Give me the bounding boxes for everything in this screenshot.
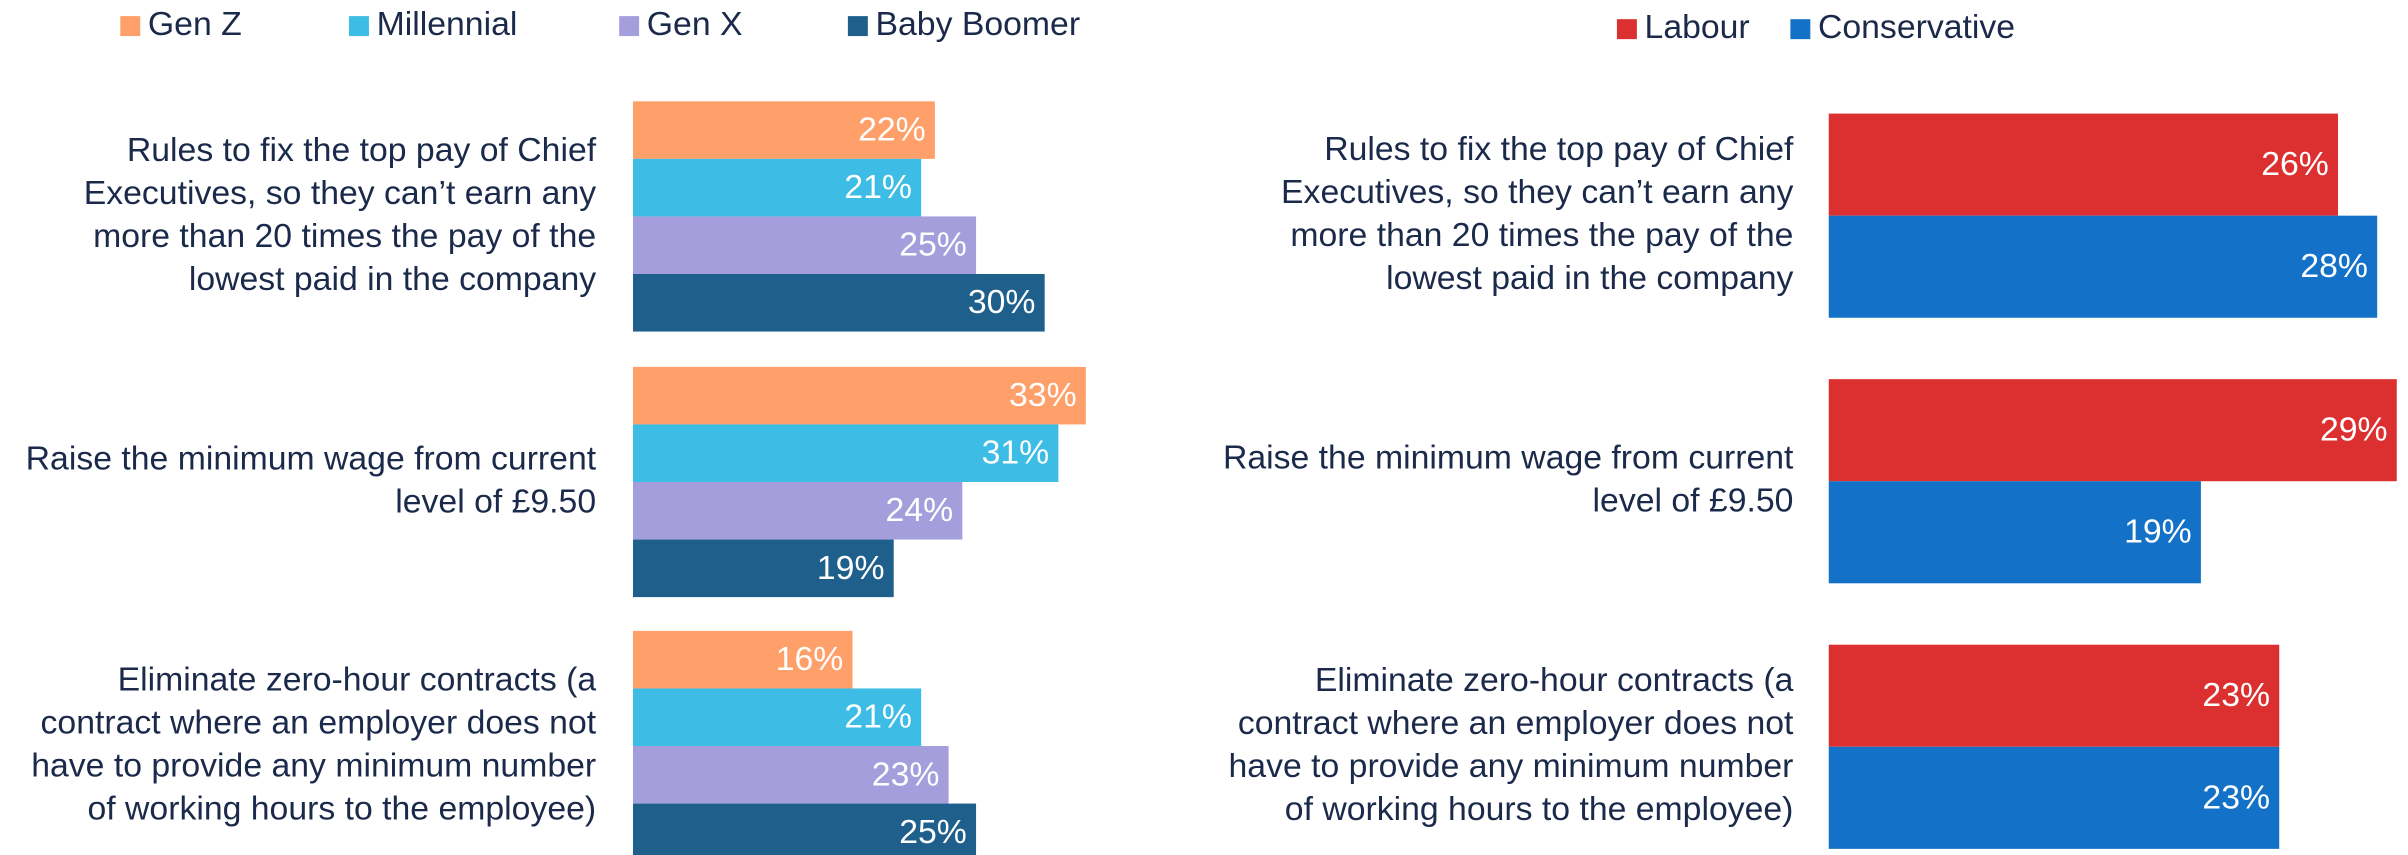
bar xyxy=(632,366,1086,425)
category-label: Raise the minimum wage from current xyxy=(1223,439,1794,477)
value-label: 24% xyxy=(886,491,954,529)
value-label: 21% xyxy=(844,168,912,206)
legend-swatch xyxy=(1616,19,1637,40)
legend-label: Gen X xyxy=(647,5,743,43)
bar xyxy=(1828,481,2201,584)
legend-swatch xyxy=(120,16,141,37)
value-label: 22% xyxy=(858,111,926,149)
category-label: level of £9.50 xyxy=(395,482,596,520)
value-label: 19% xyxy=(2124,513,2192,551)
bar xyxy=(632,539,894,598)
bar xyxy=(632,158,922,217)
legend-swatch xyxy=(1790,19,1811,40)
value-label: 33% xyxy=(1009,376,1077,414)
value-label: 26% xyxy=(2261,145,2329,183)
category-label: of working hours to the employee) xyxy=(1285,790,1794,828)
legend-label: Conservative xyxy=(1818,8,2015,46)
bar xyxy=(632,424,1059,482)
bar xyxy=(632,630,853,689)
category-label: Raise the minimum wage from current xyxy=(26,439,597,477)
category-label: Eliminate zero-hour contracts (a xyxy=(1315,661,1794,699)
category-label: more than 20 times the pay of the xyxy=(93,217,596,255)
bar xyxy=(632,803,977,855)
value-label: 30% xyxy=(968,283,1036,321)
value-label: 23% xyxy=(2202,676,2270,714)
value-label: 25% xyxy=(899,813,967,851)
category-label: have to provide any minimum number xyxy=(31,746,596,784)
value-label: 25% xyxy=(899,226,967,264)
value-label: 19% xyxy=(817,549,885,587)
bar xyxy=(1828,746,2280,849)
value-label: 21% xyxy=(844,698,912,736)
bar xyxy=(1828,644,2280,747)
bar xyxy=(632,746,949,804)
value-label: 28% xyxy=(2300,247,2368,285)
value-label: 23% xyxy=(872,755,940,793)
bar xyxy=(632,273,1045,332)
legend-label: Baby Boomer xyxy=(876,5,1081,43)
value-label: 29% xyxy=(2320,411,2388,449)
category-label: contract where an employer does not xyxy=(41,703,597,741)
value-label: 16% xyxy=(776,640,844,678)
bar xyxy=(632,688,922,747)
category-label: Executives, so they can’t earn any xyxy=(84,174,597,212)
bar xyxy=(1828,379,2397,482)
bar xyxy=(1828,113,2339,216)
legend-swatch xyxy=(847,16,868,37)
category-label: level of £9.50 xyxy=(1593,482,1794,520)
bar xyxy=(1828,215,2378,318)
category-label: have to provide any minimum number xyxy=(1229,747,1794,785)
value-label: 31% xyxy=(982,434,1050,472)
category-label: contract where an employer does not xyxy=(1238,704,1794,742)
category-label: lowest paid in the company xyxy=(189,260,596,298)
bar xyxy=(632,101,935,159)
category-label: lowest paid in the company xyxy=(1386,259,1793,297)
category-label: Eliminate zero-hour contracts (a xyxy=(118,660,597,698)
category-label: Rules to fix the top pay of Chief xyxy=(127,131,597,169)
bar xyxy=(632,481,963,540)
legend-label: Millennial xyxy=(377,5,518,43)
legend-label: Labour xyxy=(1645,8,1750,46)
legend-label: Gen Z xyxy=(148,5,242,43)
category-label: of working hours to the employee) xyxy=(87,789,596,827)
legend-swatch xyxy=(619,16,640,37)
legend-swatch xyxy=(349,16,369,37)
category-label: Rules to fix the top pay of Chief xyxy=(1324,130,1794,168)
value-label: 23% xyxy=(2202,778,2270,816)
bar xyxy=(632,216,977,274)
category-label: Executives, so they can’t earn any xyxy=(1281,173,1794,211)
category-label: more than 20 times the pay of the xyxy=(1290,216,1793,254)
